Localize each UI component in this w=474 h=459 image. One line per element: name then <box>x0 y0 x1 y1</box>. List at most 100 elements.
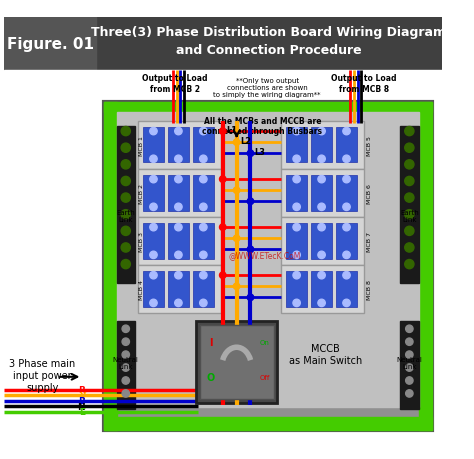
Text: Output to Load
from MCB 2: Output to Load from MCB 2 <box>142 74 208 94</box>
Bar <box>196 322 277 403</box>
Bar <box>193 224 213 259</box>
Circle shape <box>200 128 207 135</box>
Circle shape <box>405 210 414 219</box>
Circle shape <box>121 227 130 236</box>
Bar <box>143 272 164 307</box>
Circle shape <box>200 156 207 163</box>
Circle shape <box>175 204 182 211</box>
Bar <box>138 169 221 218</box>
Text: L3: L3 <box>254 148 265 157</box>
Circle shape <box>150 156 157 163</box>
Text: B: B <box>78 397 85 405</box>
Bar <box>337 176 357 211</box>
Circle shape <box>219 272 226 279</box>
Circle shape <box>175 224 182 231</box>
Circle shape <box>150 272 157 279</box>
Circle shape <box>405 194 414 203</box>
Circle shape <box>233 235 240 242</box>
Circle shape <box>406 338 413 346</box>
Circle shape <box>406 364 413 371</box>
Bar <box>400 322 419 409</box>
Text: Y: Y <box>79 391 85 400</box>
Circle shape <box>200 204 207 211</box>
Circle shape <box>122 338 129 346</box>
Text: MCB 8: MCB 8 <box>367 280 372 299</box>
Circle shape <box>343 156 350 163</box>
Circle shape <box>175 272 182 279</box>
Circle shape <box>406 390 413 397</box>
Text: N: N <box>77 402 85 411</box>
Text: MCCB
as Main Switch: MCCB as Main Switch <box>289 343 362 365</box>
Circle shape <box>405 127 414 136</box>
Bar <box>143 224 164 259</box>
Bar <box>104 417 431 431</box>
Text: MCB 2: MCB 2 <box>139 184 144 203</box>
Circle shape <box>175 300 182 307</box>
Circle shape <box>247 151 254 157</box>
Bar <box>168 272 189 307</box>
Circle shape <box>405 227 414 236</box>
Text: On: On <box>259 339 269 345</box>
Text: E: E <box>79 408 85 416</box>
Circle shape <box>318 300 325 307</box>
Bar <box>200 325 273 399</box>
Circle shape <box>405 243 414 252</box>
Circle shape <box>293 128 301 135</box>
Circle shape <box>200 252 207 259</box>
Bar <box>281 265 364 313</box>
Text: Neutral
Link: Neutral Link <box>113 357 139 369</box>
Circle shape <box>343 300 350 307</box>
Circle shape <box>121 160 130 169</box>
Circle shape <box>247 246 254 253</box>
Bar <box>311 272 332 307</box>
Circle shape <box>121 144 130 153</box>
Text: Figure. 01: Figure. 01 <box>7 37 93 52</box>
Bar <box>104 103 431 431</box>
Circle shape <box>233 188 240 194</box>
Bar <box>138 218 221 265</box>
Circle shape <box>175 156 182 163</box>
Text: @WWW.ETecK.CoM: @WWW.ETecK.CoM <box>228 251 301 260</box>
Bar <box>4 17 96 71</box>
Circle shape <box>150 224 157 231</box>
Bar <box>419 103 431 431</box>
Bar <box>138 122 221 169</box>
Circle shape <box>293 272 301 279</box>
Bar <box>143 176 164 211</box>
Circle shape <box>200 224 207 231</box>
Circle shape <box>405 177 414 186</box>
Bar <box>311 224 332 259</box>
Circle shape <box>247 199 254 205</box>
Bar <box>286 224 307 259</box>
Text: 3 Phase main
input power
supply: 3 Phase main input power supply <box>9 358 76 392</box>
Text: **Only two output
connections are shown
to simply the wiring diagram**: **Only two output connections are shown … <box>213 78 321 97</box>
Circle shape <box>293 300 301 307</box>
Text: MCB 5: MCB 5 <box>367 136 372 156</box>
Circle shape <box>405 144 414 153</box>
Text: Output to Load
from MCB 8: Output to Load from MCB 8 <box>331 74 397 94</box>
Bar <box>286 128 307 163</box>
Circle shape <box>343 252 350 259</box>
Bar <box>143 128 164 163</box>
Circle shape <box>150 204 157 211</box>
Bar <box>286 272 307 307</box>
Text: MCB 6: MCB 6 <box>367 184 372 203</box>
Circle shape <box>405 260 414 269</box>
Circle shape <box>293 176 301 184</box>
Circle shape <box>200 176 207 184</box>
Circle shape <box>175 128 182 135</box>
Bar <box>281 218 364 265</box>
Circle shape <box>122 364 129 371</box>
Circle shape <box>150 300 157 307</box>
Text: MCB 7: MCB 7 <box>367 231 372 252</box>
Text: Earth
Link: Earth Link <box>400 209 419 222</box>
Circle shape <box>293 252 301 259</box>
Bar <box>193 128 213 163</box>
Circle shape <box>405 160 414 169</box>
Circle shape <box>219 224 226 231</box>
Text: Earth
Link: Earth Link <box>117 209 135 222</box>
Text: I: I <box>209 337 212 347</box>
Circle shape <box>233 140 240 146</box>
Bar <box>138 265 221 313</box>
Circle shape <box>175 252 182 259</box>
